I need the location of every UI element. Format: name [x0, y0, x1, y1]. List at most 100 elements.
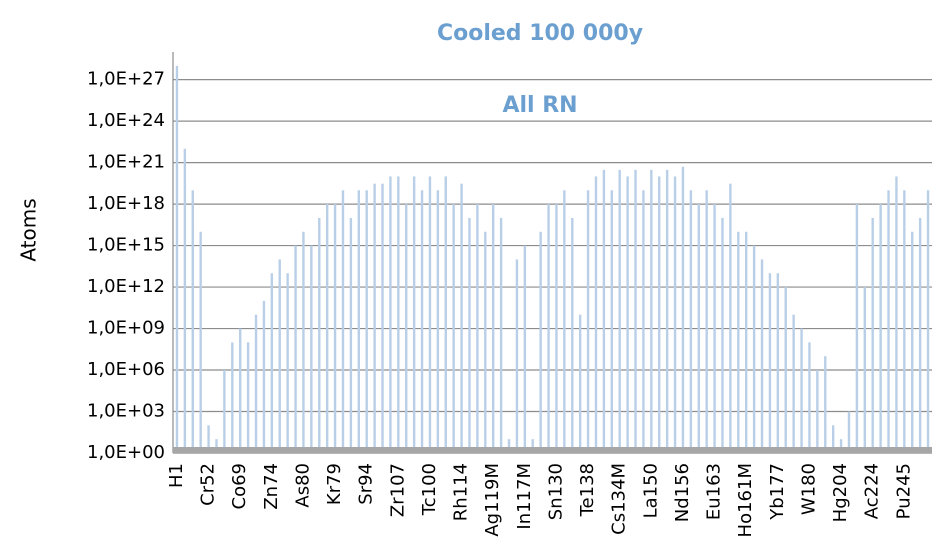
bar	[183, 148, 187, 454]
bar	[618, 169, 621, 454]
bar	[855, 204, 859, 453]
x-tick-label: Kr79	[324, 463, 345, 505]
bar	[594, 176, 598, 453]
x-tick-label: Zn74	[261, 463, 282, 510]
bar	[634, 169, 637, 454]
bar	[918, 217, 922, 453]
x-tick-label: Pu245	[893, 463, 914, 519]
bar	[373, 183, 376, 454]
bar	[254, 314, 258, 453]
bar	[752, 245, 756, 453]
x-tick-label: Ag119M	[482, 463, 503, 537]
bar	[879, 204, 882, 453]
x-tick-label: Hg204	[830, 463, 851, 522]
x-tick-label: Ac224	[862, 463, 883, 519]
bar	[365, 190, 368, 453]
bar	[286, 273, 289, 453]
bar	[681, 166, 685, 453]
bar	[175, 65, 179, 454]
bar	[436, 190, 440, 453]
x-tick-label: Yb177	[767, 463, 788, 521]
bar	[318, 217, 321, 453]
bar	[468, 217, 471, 453]
y-tick-label: 1,0E+06	[87, 359, 165, 380]
bar	[555, 204, 558, 453]
bar	[191, 190, 194, 453]
bar	[665, 169, 669, 454]
bar	[610, 190, 613, 453]
y-tick-label: 1,0E+15	[87, 235, 165, 256]
y-axis-label: Atoms	[17, 198, 41, 261]
bar	[863, 287, 866, 453]
y-tick-label: 1,0E+24	[87, 110, 165, 131]
bar	[523, 245, 527, 453]
bar	[871, 217, 874, 453]
y-tick-label: 1,0E+27	[87, 69, 165, 90]
bar	[602, 169, 606, 454]
x-tick-label: La150	[640, 463, 661, 518]
bar	[673, 176, 677, 453]
bar	[412, 176, 416, 453]
bar	[697, 204, 700, 453]
bar	[903, 190, 906, 453]
bar	[713, 204, 716, 453]
bar	[563, 190, 566, 453]
x-tick-label: W180	[798, 463, 819, 515]
bar	[547, 204, 550, 453]
bar	[745, 231, 748, 453]
bar	[800, 328, 803, 453]
x-tick-label: Eu163	[704, 463, 725, 520]
y-tick-label: 1,0E+09	[87, 318, 165, 339]
bar	[215, 439, 218, 453]
bar	[499, 217, 503, 453]
bar	[452, 204, 455, 453]
x-tick-label: Nd156	[672, 463, 693, 522]
bar	[792, 314, 795, 453]
bar	[571, 217, 574, 453]
bar	[444, 176, 447, 453]
x-tick-label: Ho161M	[735, 463, 756, 537]
bar	[231, 342, 234, 453]
bar	[689, 190, 693, 453]
bar	[239, 328, 242, 453]
bar	[831, 425, 835, 453]
x-tick-label: Cs134M	[609, 463, 630, 535]
bar	[911, 231, 914, 453]
bar	[626, 176, 629, 453]
bar	[349, 217, 353, 453]
bar	[816, 370, 819, 453]
x-tick-label: As80	[292, 463, 313, 508]
x-tick-label: Co69	[229, 463, 250, 510]
bar	[507, 439, 511, 453]
bar	[460, 183, 463, 454]
bar	[776, 273, 780, 453]
bar	[515, 259, 519, 453]
x-tick-label: Te138	[577, 463, 598, 517]
bar	[325, 204, 329, 453]
bar	[839, 439, 843, 453]
bar	[223, 370, 226, 453]
bar	[492, 204, 495, 453]
bar	[428, 176, 432, 453]
x-tick-label: Rh114	[451, 463, 472, 521]
bar	[405, 204, 408, 453]
bar	[357, 190, 360, 453]
y-tick-label: 1,0E+12	[87, 276, 165, 297]
y-tick-label: 1,0E+18	[87, 193, 165, 214]
x-tick-label: Sn130	[545, 463, 566, 520]
y-tick-label: 1,0E+21	[87, 152, 165, 173]
bar	[199, 231, 202, 453]
bar	[302, 231, 305, 453]
bar	[389, 176, 392, 453]
bar	[333, 204, 337, 453]
bar	[246, 342, 250, 453]
bar	[278, 259, 281, 453]
x-tick-label: Zr107	[387, 463, 408, 517]
bar	[420, 190, 424, 453]
bar	[808, 342, 811, 453]
bar	[895, 176, 898, 453]
bar	[650, 169, 653, 454]
bar	[729, 183, 732, 454]
bar	[847, 411, 851, 453]
